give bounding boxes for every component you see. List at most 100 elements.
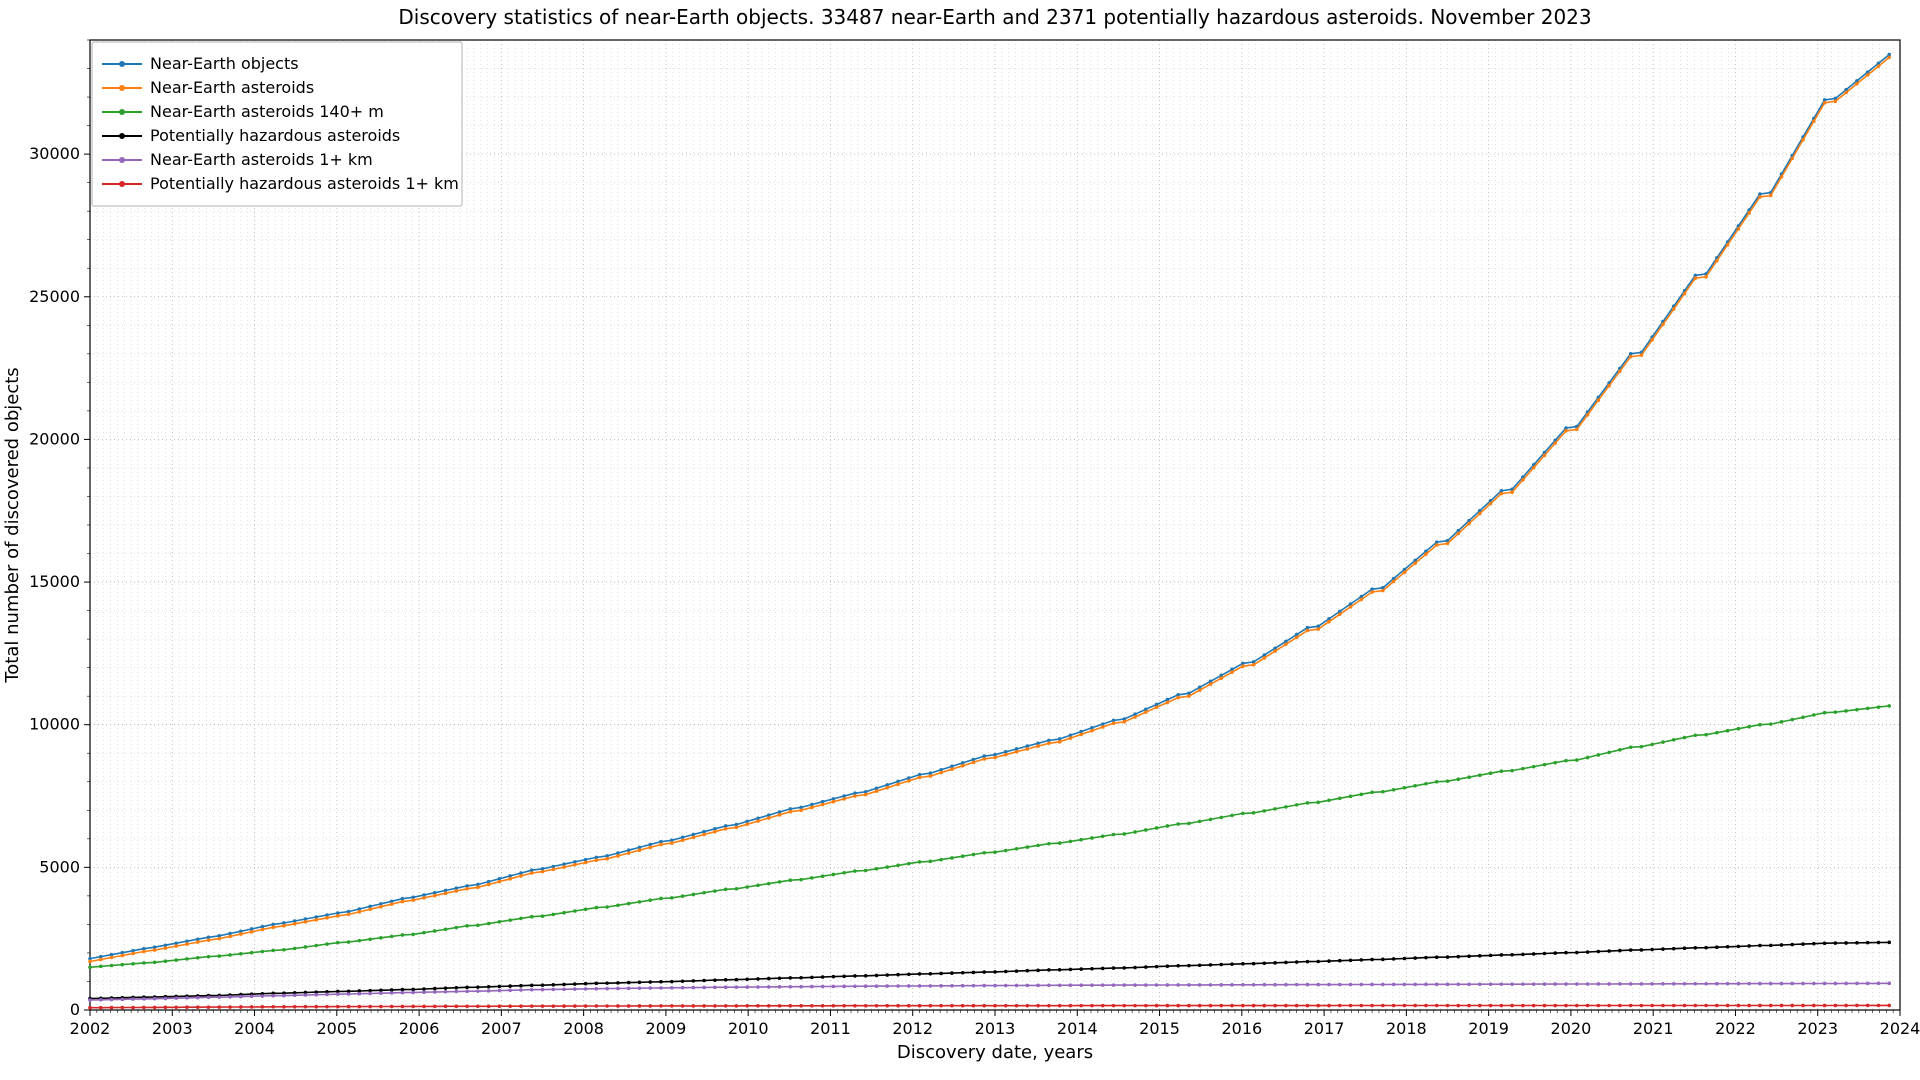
series-marker	[1069, 1004, 1073, 1008]
series-marker	[1090, 1004, 1094, 1008]
series-marker	[217, 1005, 221, 1009]
series-marker	[1295, 803, 1299, 807]
series-marker	[1327, 620, 1331, 624]
series-marker	[1306, 629, 1310, 633]
series-marker	[455, 986, 459, 990]
series-marker	[1489, 502, 1493, 506]
series-marker	[1198, 983, 1202, 987]
series-marker	[1597, 399, 1601, 403]
series-marker	[476, 923, 480, 927]
series-marker	[562, 865, 566, 869]
series-marker	[1510, 1004, 1514, 1008]
series-marker	[1532, 1004, 1536, 1008]
series-marker	[1640, 948, 1644, 952]
series-marker	[207, 955, 211, 959]
series-marker	[702, 833, 706, 837]
series-marker	[411, 1005, 415, 1009]
series-marker	[875, 1004, 879, 1008]
series-marker	[1144, 828, 1148, 832]
series-marker	[961, 764, 965, 768]
series-marker	[390, 902, 394, 906]
series-marker	[1435, 543, 1439, 547]
series-marker	[1672, 738, 1676, 742]
series-marker	[853, 869, 857, 873]
series-marker	[1349, 983, 1353, 987]
series-marker	[950, 984, 954, 988]
series-marker	[616, 854, 620, 858]
xtick-label: 2020	[1551, 1019, 1592, 1038]
series-marker	[390, 1005, 394, 1009]
series-marker	[487, 922, 491, 926]
series-marker	[1834, 1004, 1838, 1008]
series-marker	[1166, 1004, 1170, 1008]
series-marker	[1456, 955, 1460, 959]
series-marker	[584, 1004, 588, 1008]
series-marker	[1047, 983, 1051, 987]
series-marker	[325, 942, 329, 946]
series-marker	[476, 989, 480, 993]
series-marker	[121, 1006, 125, 1010]
series-marker	[993, 984, 997, 988]
series-marker	[131, 952, 135, 956]
series-marker	[250, 930, 254, 934]
series-marker	[1553, 441, 1557, 445]
series-marker	[832, 873, 836, 877]
series-marker	[1737, 945, 1741, 949]
series-marker	[465, 986, 469, 990]
series-marker	[562, 983, 566, 987]
series-marker	[153, 997, 157, 1001]
series-marker	[1500, 1004, 1504, 1008]
series-marker	[1047, 968, 1051, 972]
series-marker	[713, 986, 717, 990]
series-marker	[88, 998, 92, 1002]
series-marker	[1607, 384, 1611, 388]
series-marker	[304, 993, 308, 997]
xtick-label: 2009	[646, 1019, 687, 1038]
series-marker	[616, 903, 620, 907]
series-marker	[1413, 561, 1417, 565]
series-marker	[1047, 842, 1051, 846]
series-marker	[896, 864, 900, 868]
legend-label: Near-Earth asteroids	[150, 78, 314, 97]
series-marker	[422, 896, 426, 900]
series-marker	[487, 883, 491, 887]
series-marker	[1058, 740, 1062, 744]
series-marker	[1834, 941, 1838, 945]
series-marker	[476, 985, 480, 989]
series-marker	[1058, 1004, 1062, 1008]
series-marker	[1618, 982, 1622, 986]
series-marker	[875, 867, 879, 871]
xtick-label: 2015	[1139, 1019, 1180, 1038]
series-marker	[1801, 942, 1805, 946]
series-marker	[99, 958, 103, 962]
series-marker	[358, 992, 362, 996]
series-marker	[336, 992, 340, 996]
series-marker	[1284, 961, 1288, 965]
series-marker	[1155, 983, 1159, 987]
series-marker	[1026, 984, 1030, 988]
series-marker	[1661, 740, 1665, 744]
series-marker	[799, 985, 803, 989]
series-marker	[1036, 744, 1040, 748]
series-marker	[1834, 982, 1838, 986]
series-marker	[842, 985, 846, 989]
series-marker	[595, 858, 599, 862]
series-marker	[239, 995, 243, 999]
series-marker	[681, 894, 685, 898]
series-marker	[368, 907, 372, 911]
series-marker	[1887, 1004, 1891, 1008]
series-marker	[1769, 194, 1773, 198]
series-marker	[1553, 951, 1557, 955]
series-marker	[1090, 983, 1094, 987]
series-marker	[1553, 761, 1557, 765]
series-marker	[1823, 1004, 1827, 1008]
series-marker	[1381, 790, 1385, 794]
series-marker	[1392, 580, 1396, 584]
series-marker	[648, 898, 652, 902]
series-marker	[1360, 598, 1364, 602]
series-marker	[939, 771, 943, 775]
series-marker	[551, 983, 555, 987]
series-marker	[821, 874, 825, 878]
series-marker	[271, 949, 275, 953]
series-marker	[1629, 982, 1633, 986]
